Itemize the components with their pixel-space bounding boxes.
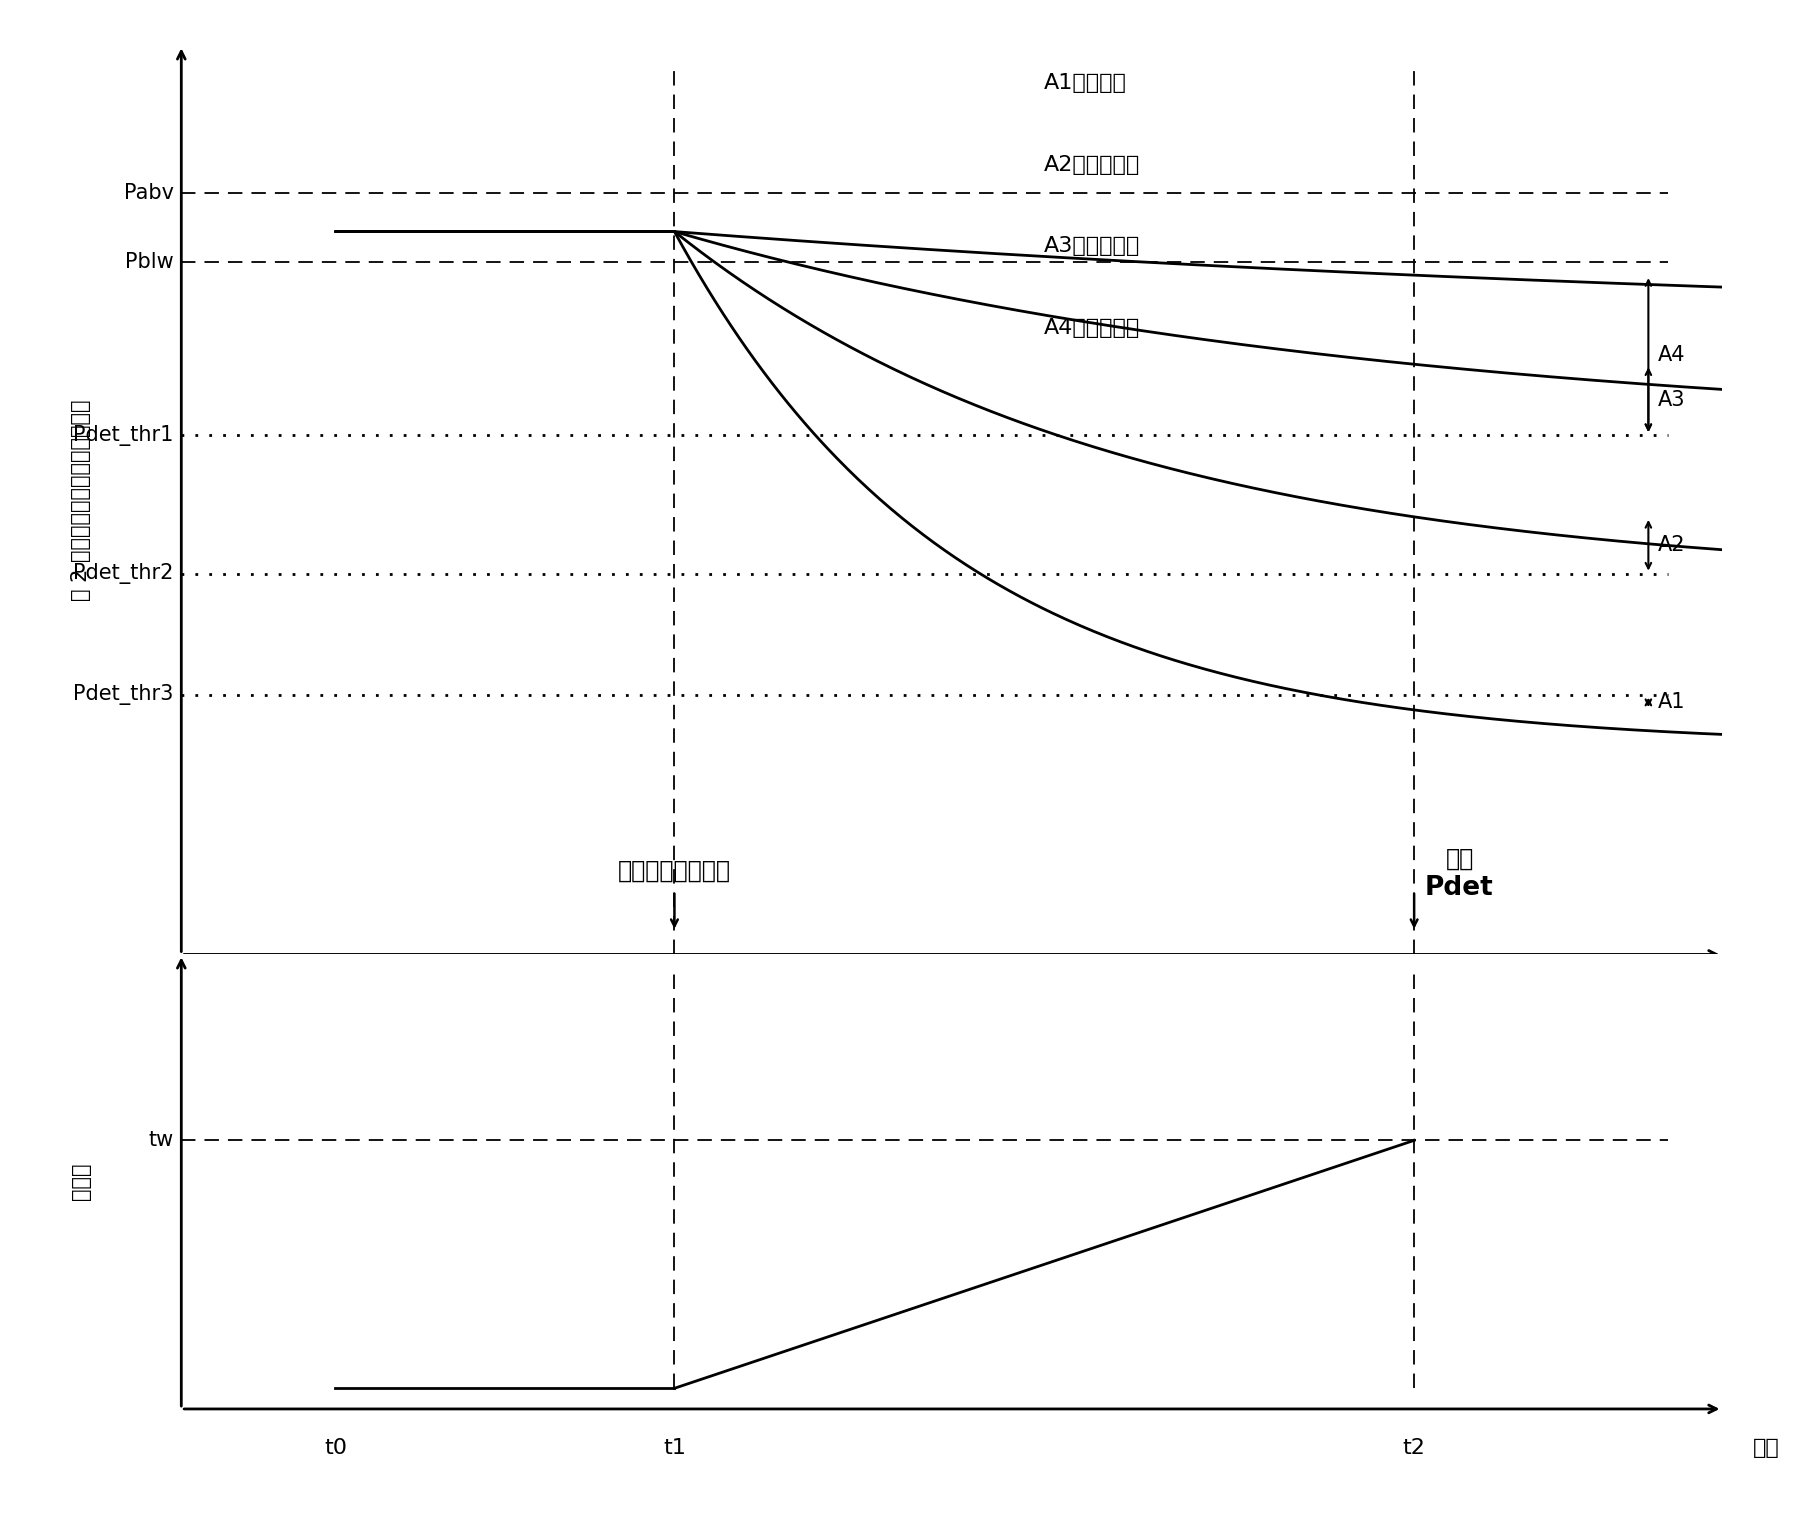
Text: A1：无堵塞: A1：无堵塞 — [1044, 73, 1128, 92]
Text: Pblw: Pblw — [125, 251, 174, 271]
Text: Pdet: Pdet — [1425, 876, 1494, 901]
Text: Pdet_thr3: Pdet_thr3 — [73, 685, 174, 706]
Text: tw: tw — [149, 1130, 174, 1150]
Text: t2: t2 — [1403, 1438, 1425, 1457]
Text: Pdet_thr1: Pdet_thr1 — [73, 424, 174, 445]
Text: Pabv: Pabv — [123, 183, 174, 203]
Text: A1: A1 — [1657, 692, 1684, 712]
Text: 第 2 供给路径内的压力（相对値）: 第 2 供给路径内的压力（相对値） — [71, 398, 91, 601]
Text: Pdet_thr2: Pdet_thr2 — [73, 564, 174, 585]
Text: A2：轻度堵塞: A2：轻度堵塞 — [1044, 155, 1140, 174]
Text: 还原剂噴射阀开阀: 还原剂噴射阀开阀 — [618, 859, 731, 883]
Text: 读入: 读入 — [1445, 847, 1474, 871]
Text: A3: A3 — [1657, 389, 1684, 409]
Text: A4: A4 — [1657, 345, 1684, 365]
Text: A3：重度堵塞: A3：重度堵塞 — [1044, 236, 1140, 256]
Text: t1: t1 — [664, 1438, 685, 1457]
Text: 时间: 时间 — [1753, 1438, 1780, 1457]
Text: 计时路: 计时路 — [71, 1164, 91, 1200]
Text: A4：完全堵塞: A4：完全堵塞 — [1044, 318, 1140, 338]
Text: t0: t0 — [325, 1438, 346, 1457]
Text: A2: A2 — [1657, 535, 1684, 556]
